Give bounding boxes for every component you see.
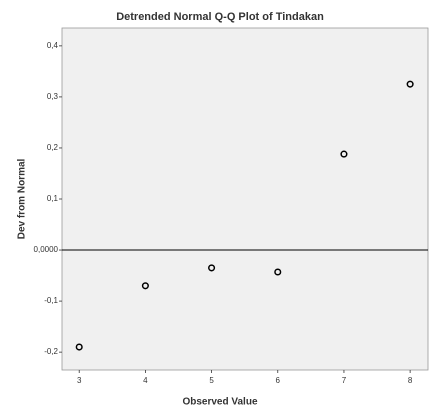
y-tick-label: 0,3: [47, 92, 59, 101]
x-tick-label: 8: [408, 376, 413, 385]
y-tick-label: -0,2: [44, 347, 58, 356]
x-tick-label: 5: [209, 376, 214, 385]
x-tick-label: 3: [77, 376, 82, 385]
y-tick-label: 0,1: [47, 194, 59, 203]
y-tick-label: 0,0000: [34, 245, 59, 254]
chart: Detrended Normal Q-Q Plot of Tindakan Ob…: [0, 0, 433, 410]
y-tick-label: 0,4: [47, 41, 59, 50]
y-axis-label: Dev from Normal: [17, 158, 28, 239]
chart-title: Detrended Normal Q-Q Plot of Tindakan: [116, 11, 324, 23]
x-tick-label: 6: [276, 376, 281, 385]
y-tick-label: 0,2: [47, 143, 59, 152]
y-tick-label: -0,1: [44, 296, 58, 305]
plot-area: [62, 28, 428, 370]
x-tick-label: 7: [342, 376, 347, 385]
x-tick-label: 4: [143, 376, 148, 385]
x-axis-label: Observed Value: [182, 397, 257, 408]
